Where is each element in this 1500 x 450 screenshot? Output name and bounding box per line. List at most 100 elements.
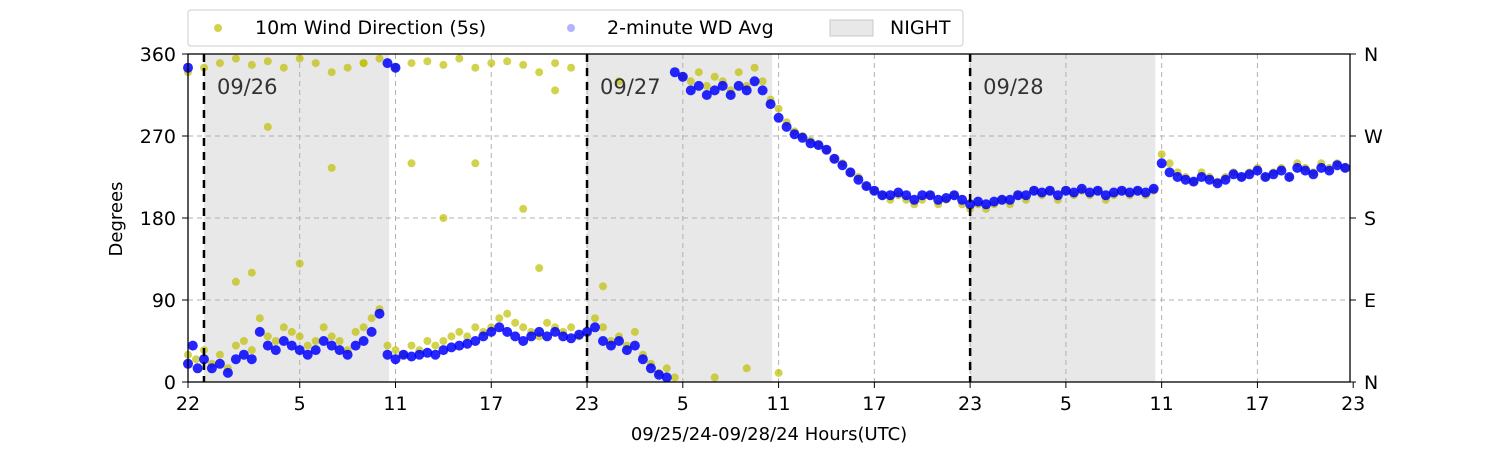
series-2-point	[1180, 174, 1191, 185]
series-1-point	[591, 314, 599, 323]
series-1-point	[455, 327, 464, 336]
series-2-point	[1300, 165, 1311, 176]
date-lines: 09/26 09/27 09/28	[202, 54, 1044, 382]
series-2-point	[725, 90, 736, 100]
series-1-point	[247, 60, 256, 69]
series-1-point	[511, 318, 520, 327]
series-1-point	[535, 264, 544, 273]
series-1-point	[351, 327, 360, 336]
series-2-point	[1260, 172, 1271, 182]
series-1-point	[734, 68, 743, 77]
series-1-point	[247, 268, 256, 277]
x-axis-label: 09/25/24-09/28/24 Hours(UTC)	[631, 424, 907, 445]
series-2-point	[1108, 187, 1119, 198]
series-2-point	[1100, 190, 1111, 201]
series-1-point	[1157, 150, 1166, 159]
series-2-point	[494, 322, 505, 333]
series-2-point	[454, 340, 465, 351]
series-1-point	[295, 259, 304, 268]
series-2-point	[1116, 185, 1127, 196]
series-1-point	[375, 54, 384, 63]
series-1-point	[407, 341, 416, 350]
series-1-point	[327, 68, 336, 77]
series-2-point	[1220, 174, 1231, 185]
series-2-point	[1252, 165, 1263, 176]
series-2-point	[278, 336, 289, 346]
series-2-point	[885, 190, 896, 201]
series-1-point	[263, 332, 272, 341]
series-1-point	[311, 59, 320, 68]
series-1-point	[295, 54, 304, 63]
series-points	[183, 54, 1351, 383]
series-2-point	[254, 326, 265, 337]
series-1-point	[670, 373, 679, 382]
series-2-point	[1172, 172, 1183, 182]
series-1-point	[495, 314, 504, 323]
series-2-point	[422, 347, 433, 358]
series-2-point	[621, 345, 632, 356]
series-1-point	[383, 341, 392, 350]
series-2-point	[390, 354, 401, 365]
series-2-point	[1196, 172, 1207, 182]
y-right-tick-label: N	[1364, 44, 1378, 66]
series-2-point	[1156, 158, 1167, 169]
series-2-point	[997, 194, 1007, 205]
series-2-point	[366, 326, 377, 337]
x-tick-label: 23	[575, 393, 599, 415]
y-right-tick-label: W	[1364, 126, 1383, 148]
series-2-point	[709, 85, 720, 96]
series-2-point	[1084, 187, 1095, 198]
series-2-point	[965, 199, 976, 210]
series-1-point	[359, 323, 368, 332]
series-1-point	[319, 323, 328, 332]
series-2-point	[869, 185, 880, 196]
series-2-point	[1092, 185, 1103, 196]
night-bands	[203, 54, 1156, 382]
series-2-point	[1204, 174, 1215, 185]
series-1-point	[231, 54, 240, 63]
series-2-point	[629, 340, 640, 351]
series-1-point	[343, 63, 352, 72]
series-2-point	[693, 80, 704, 91]
series-2-point	[941, 193, 952, 203]
date-label: 09/27	[600, 75, 661, 99]
series-1-point	[710, 373, 719, 382]
series-2-point	[270, 345, 281, 356]
series-1-point	[215, 350, 224, 359]
series-2-point	[1276, 165, 1287, 176]
series-1-point	[215, 59, 224, 68]
series-2-point	[398, 349, 409, 360]
series-2-point	[310, 345, 321, 356]
series-1-point	[742, 364, 751, 373]
series-2-point	[1076, 183, 1087, 194]
series-1-point	[367, 314, 376, 323]
series-1-point	[758, 77, 767, 86]
series-2-point	[502, 326, 513, 337]
series-2-point	[1212, 178, 1223, 189]
series-1-point	[391, 346, 400, 355]
series-1-point	[702, 81, 711, 90]
series-1-point	[407, 59, 416, 68]
legend-box	[187, 9, 964, 47]
series-2-point	[1052, 190, 1063, 201]
series-2-point	[1236, 172, 1247, 182]
x-tick-label: 11	[766, 393, 790, 415]
series-2-point	[1132, 185, 1143, 196]
series-2-point	[733, 80, 744, 91]
legend-label-series-1: 10m Wind Direction (5s)	[255, 17, 486, 39]
series-2-point	[1340, 162, 1351, 173]
series-1-point	[192, 355, 200, 364]
series-1-point	[311, 337, 320, 345]
series-1-point	[551, 59, 560, 68]
series-2-point	[230, 354, 241, 365]
series-2-point	[677, 71, 688, 82]
series-2-point	[590, 322, 600, 333]
series-1-point	[519, 323, 528, 332]
x-tick-label: 5	[677, 393, 689, 415]
y-tick-label: 90	[152, 290, 176, 312]
series-1-point	[439, 337, 448, 345]
series-2-point	[1013, 190, 1023, 201]
series-2-point	[214, 358, 225, 369]
x-tick-label: 17	[479, 393, 503, 415]
series-1-point	[231, 341, 240, 350]
